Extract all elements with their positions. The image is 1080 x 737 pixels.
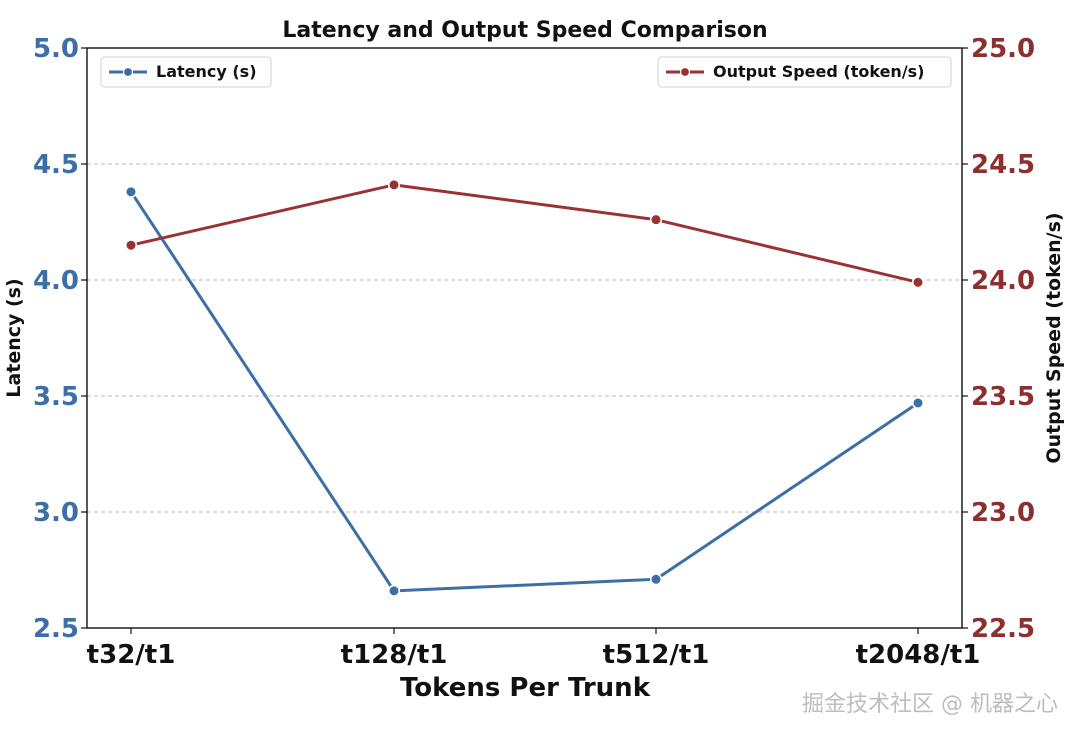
series-2-point-1: [124, 239, 138, 252]
x-tick-label: t128/t1: [341, 640, 448, 670]
x-axis-label: Tokens Per Trunk: [400, 673, 651, 703]
right-tick-label: 22.5: [971, 614, 1035, 644]
left-tick-label: 3.5: [33, 382, 79, 412]
right-tick-label: 24.5: [971, 150, 1035, 180]
series-1-point-3: [649, 573, 663, 586]
legend-right-label: Output Speed (token/s): [713, 62, 925, 81]
x-tick-label: t512/t1: [603, 640, 710, 670]
series-1-point-2: [387, 584, 401, 597]
series-2-point-4: [911, 276, 925, 289]
left-tick-label: 5.0: [33, 34, 79, 64]
legend-right-box: [657, 56, 952, 88]
legend-left: Latency (s): [100, 56, 272, 88]
series-1-point-4: [911, 396, 925, 410]
legend-right-marker-sample: [679, 66, 691, 78]
right-tick-label: 23.0: [971, 498, 1035, 528]
series-1-point-1: [124, 185, 138, 198]
series-2-point-2: [387, 178, 401, 191]
x-tick-label: t2048/t1: [856, 640, 981, 670]
chart-title: Latency and Output Speed Comparison: [282, 18, 767, 43]
watermark: 掘金技术社区 @ 机器之心: [802, 692, 1058, 717]
right-tick-label: 25.0: [971, 34, 1035, 64]
left-tick-label: 3.0: [33, 498, 79, 528]
legend-left-box: [100, 56, 272, 88]
left-axis-label: Latency (s): [3, 278, 25, 397]
grid-lines: [87, 47, 962, 629]
legend-right: Output Speed (token/s): [657, 56, 952, 88]
series-line-1: [129, 190, 920, 593]
right-axis-label: Output Speed (token/s): [1043, 212, 1065, 463]
left-tick-label: 2.5: [33, 614, 79, 644]
left-tick-label: 4.5: [33, 150, 79, 180]
left-tick-label: 4.0: [33, 266, 79, 296]
series-2-point-3: [649, 213, 663, 226]
series-line-2: [129, 183, 920, 284]
legend-left-marker-sample: [122, 66, 134, 78]
right-tick-label: 23.5: [971, 382, 1035, 412]
x-tick-label: t32/t1: [87, 640, 176, 670]
plot-frame: [86, 47, 963, 629]
right-tick-label: 24.0: [971, 266, 1035, 296]
legend-left-label: Latency (s): [156, 62, 257, 81]
